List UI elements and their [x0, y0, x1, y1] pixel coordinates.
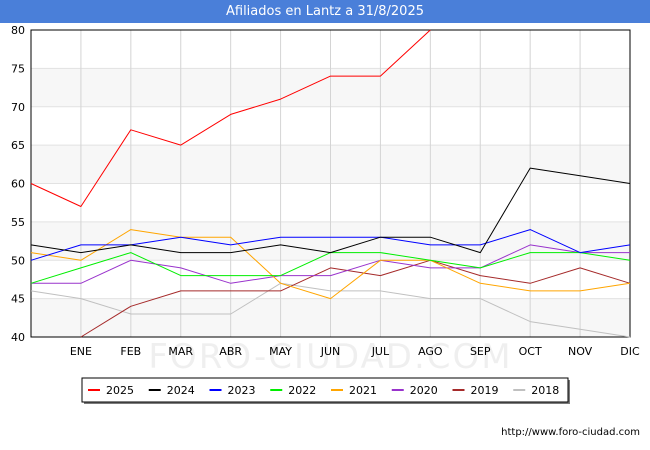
x-tick-label: OCT — [519, 345, 542, 358]
y-tick-label: 75 — [11, 62, 25, 75]
legend-label-2019: 2019 — [471, 384, 499, 397]
legend-label-2020: 2020 — [410, 384, 438, 397]
footer-url[interactable]: http://www.foro-ciudad.com — [501, 427, 640, 438]
line-chart: 40 45 50 55 60 65 70 75 80 ENE FEB MAR ABR MAY JUN JUL A… — [11, 24, 640, 404]
legend-label-2021: 2021 — [349, 384, 377, 397]
series-line-2018 — [30, 282, 631, 338]
x-tick-label: ENE — [70, 345, 92, 358]
x-tick-label: ABR — [219, 345, 242, 358]
y-tick-label: 45 — [11, 293, 25, 306]
series-line-2019 — [80, 259, 631, 338]
legend-label-2023: 2023 — [228, 384, 256, 397]
series-line-2025 — [30, 29, 431, 207]
y-tick-label: 60 — [11, 178, 25, 191]
x-tick-label: FEB — [120, 345, 141, 358]
legend-label-2018: 2018 — [531, 384, 559, 397]
x-tick-label: MAY — [269, 345, 292, 358]
y-tick-label: 65 — [11, 139, 25, 152]
x-tick-label: MAR — [168, 345, 193, 358]
x-tick-label: DIC — [620, 345, 640, 358]
watermark: FORO-CIUDAD.COM — [148, 337, 512, 377]
x-tick-label: AGO — [418, 345, 443, 358]
legend-label-2022: 2022 — [288, 384, 316, 397]
y-tick-label: 50 — [11, 254, 25, 267]
chart-title: Afiliados en Lantz a 31/8/2025 — [0, 0, 650, 23]
x-tick-label: NOV — [568, 345, 593, 358]
series-line-2020 — [31, 244, 630, 284]
y-tick-label: 40 — [11, 331, 25, 344]
legend-label-2024: 2024 — [167, 384, 195, 397]
y-tick-label: 80 — [11, 24, 25, 37]
legend-box — [81, 377, 569, 403]
y-tick-label: 55 — [11, 216, 25, 229]
x-tick-label: SEP — [470, 345, 491, 358]
series-line-2024 — [30, 167, 631, 254]
x-tick-label: JUN — [320, 345, 341, 358]
x-tick-label: JUL — [371, 345, 390, 358]
y-tick-label: 70 — [11, 101, 25, 114]
legend-label-2025: 2025 — [106, 384, 134, 397]
series-line-2021 — [30, 229, 631, 300]
